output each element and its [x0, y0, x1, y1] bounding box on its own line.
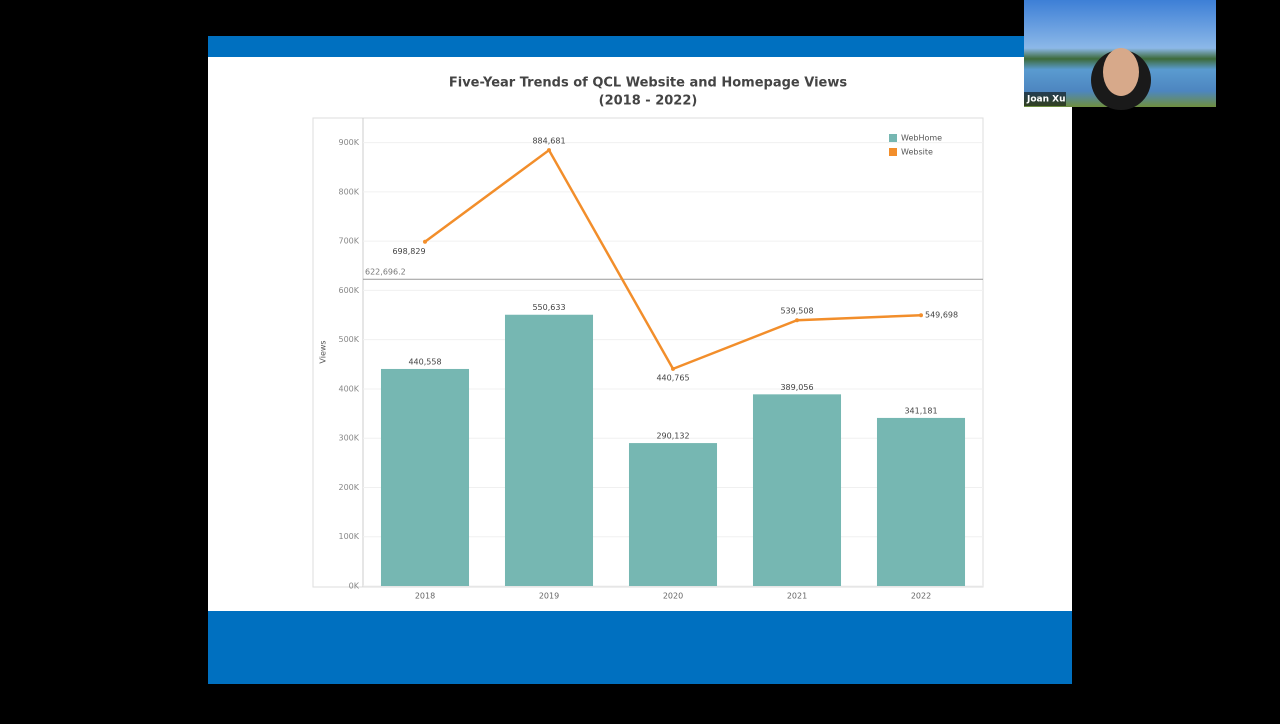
bar-value-label: 440,558: [408, 357, 441, 366]
line-value-label: 698,829: [392, 247, 425, 256]
legend-swatch: [889, 134, 897, 142]
bar: [380, 368, 470, 586]
y-tick-label: 500K: [338, 335, 359, 344]
y-tick-label: 800K: [338, 187, 359, 196]
legend-label: WebHome: [901, 134, 942, 143]
y-tick-label: 600K: [338, 286, 359, 295]
y-tick-label: 900K: [338, 138, 359, 147]
line-point: [671, 366, 675, 371]
bar-value-label: 389,056: [780, 383, 813, 392]
chart-subtitle: (2018 - 2022): [599, 94, 698, 109]
x-tick-label: 2019: [539, 592, 559, 601]
x-tick-label: 2018: [415, 592, 435, 601]
bar: [876, 417, 966, 586]
line-value-label: 884,681: [532, 137, 565, 146]
y-tick-label: 700K: [338, 237, 359, 246]
line-value-label: 440,765: [656, 373, 689, 382]
x-tick-label: 2020: [663, 592, 683, 601]
bar-value-label: 550,633: [532, 303, 565, 312]
x-tick-label: 2021: [787, 592, 807, 601]
line-point: [919, 313, 923, 318]
bar: [628, 443, 718, 586]
x-tick-label: 2022: [911, 592, 931, 601]
y-tick-label: 100K: [338, 532, 359, 541]
reference-line-label: 622,696.2: [365, 268, 406, 277]
bar-value-label: 290,132: [656, 432, 689, 441]
bar-value-label: 341,181: [904, 406, 937, 415]
y-axis-label: Views: [319, 340, 328, 363]
bar: [752, 394, 842, 586]
slide-top-band: [208, 36, 1072, 57]
chart-title: Five-Year Trends of QCL Website and Home…: [449, 76, 847, 91]
y-tick-label: 0K: [349, 582, 360, 591]
legend-swatch: [889, 148, 897, 156]
y-tick-label: 300K: [338, 434, 359, 443]
y-tick-label: 200K: [338, 483, 359, 492]
line-value-label: 539,508: [780, 307, 813, 316]
slide-bottom-band: [208, 611, 1072, 684]
participant-name: Joan Xu: [1026, 95, 1066, 105]
line-point: [423, 239, 427, 244]
legend-label: Website: [901, 148, 933, 157]
line-point: [795, 318, 799, 323]
line-value-label: 549,698: [925, 311, 958, 320]
person-face: [1103, 48, 1139, 96]
name-tag-bg: [1024, 92, 1066, 106]
plot-frame: [312, 117, 984, 588]
y-tick-label: 400K: [338, 384, 359, 393]
line-point: [547, 148, 551, 153]
bar: [504, 314, 594, 586]
video-tile: Joan Xu: [1024, 0, 1216, 110]
